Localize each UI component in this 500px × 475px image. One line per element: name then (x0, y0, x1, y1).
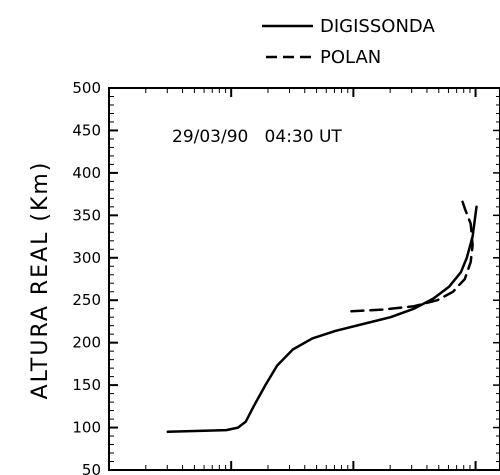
y-axis: 50 100 150 200 250 300 350 400 450 500 (72, 79, 118, 475)
y-tick-label: 150 (72, 376, 101, 394)
legend-label-digissonda: DIGISSONDA (320, 16, 435, 37)
y-tick-label: 500 (72, 79, 101, 97)
series-line-digissonda (166, 205, 478, 434)
top-axis-ticks (108, 88, 477, 97)
y-tick-label: 300 (72, 249, 101, 267)
legend-label-polan: POLAN (320, 47, 381, 68)
y-tick-label: 450 (72, 121, 101, 139)
plot-area: 50 100 150 200 250 300 350 400 450 500 (72, 79, 500, 475)
legend: DIGISSONDA POLAN (262, 16, 435, 68)
y-axis-label: ALTURA REAL (Km) (28, 161, 53, 400)
y-tick-label: 100 (72, 419, 101, 437)
series-group (166, 195, 478, 434)
y-tick-label: 200 (72, 334, 101, 352)
y-tick-label: 400 (72, 164, 101, 182)
y-tick-label: 250 (72, 291, 101, 309)
y-tick-label: 50 (82, 461, 101, 475)
right-axis-ticks (493, 87, 500, 471)
chart-annotation: 29/03/90 04:30 UT (172, 127, 342, 147)
bottom-axis-ticks (108, 461, 477, 470)
series-line-polan (350, 195, 474, 313)
y-tick-label: 350 (72, 206, 101, 224)
